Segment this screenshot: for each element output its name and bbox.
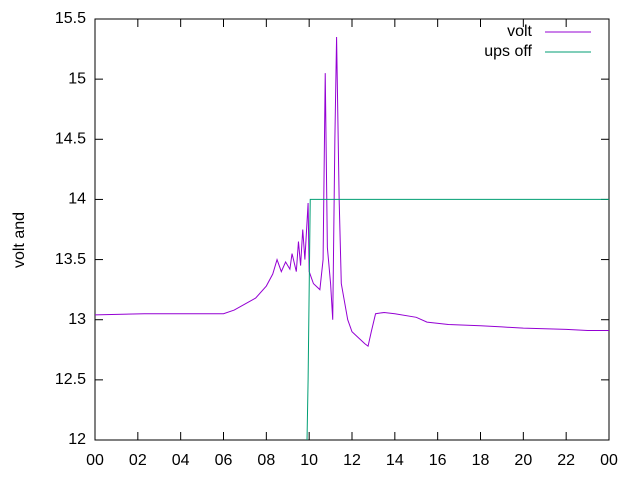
x-tick-label: 22: [557, 452, 575, 469]
x-tick-label: 00: [600, 452, 618, 469]
y-tick-label: 13.5: [55, 251, 86, 268]
y-tick-label: 14: [68, 191, 86, 208]
x-tick-label: 06: [215, 452, 233, 469]
plot-border: [94, 18, 610, 441]
x-tick-label: 12: [343, 452, 361, 469]
x-tick-label: 14: [386, 452, 404, 469]
y-tick-label: 15.5: [55, 10, 86, 27]
x-tick-label: 10: [300, 452, 318, 469]
y-tick-label: 15: [68, 70, 86, 87]
x-tick-label: 16: [429, 452, 447, 469]
y-axis-label: volt and: [11, 212, 28, 268]
y-tick-label: 14.5: [55, 131, 86, 148]
x-tick-label: 02: [129, 452, 147, 469]
legend-label: ups off: [484, 43, 532, 60]
x-tick-label: 04: [172, 452, 190, 469]
y-tick-label: 12.5: [55, 371, 86, 388]
x-tick-label: 18: [472, 452, 490, 469]
y-tick-label: 13: [68, 311, 86, 328]
line-series: [306, 198, 609, 441]
x-tick-label: 08: [257, 452, 275, 469]
x-tick-label: 20: [514, 452, 532, 469]
y-tick-label: 12: [68, 431, 86, 448]
line-series: [94, 37, 609, 348]
x-tick-label: 00: [86, 452, 104, 469]
legend-label: volt: [507, 23, 532, 40]
